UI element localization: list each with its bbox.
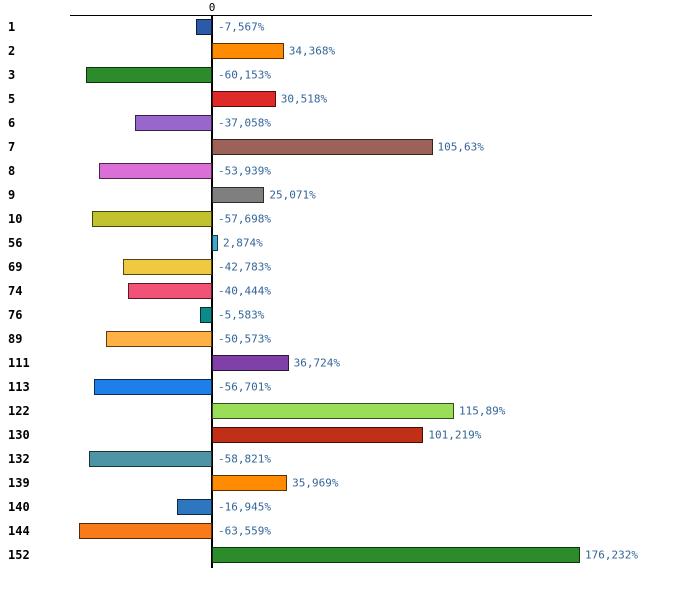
bar bbox=[196, 19, 212, 35]
category-label: 3 bbox=[8, 68, 16, 82]
category-label: 144 bbox=[8, 524, 30, 538]
bar bbox=[212, 547, 580, 563]
bar bbox=[212, 43, 284, 59]
value-label: -57,698% bbox=[218, 212, 271, 226]
bar bbox=[212, 91, 276, 107]
bar bbox=[212, 355, 289, 371]
value-label: -50,573% bbox=[218, 332, 271, 346]
value-label: -56,701% bbox=[218, 380, 271, 394]
category-label: 130 bbox=[8, 428, 30, 442]
bar bbox=[212, 475, 288, 491]
value-label: 35,969% bbox=[292, 476, 339, 490]
category-label: 89 bbox=[8, 332, 23, 346]
value-label: 105,63% bbox=[437, 140, 484, 154]
x-axis-zero-label: 0 bbox=[208, 1, 216, 14]
category-label: 8 bbox=[8, 164, 16, 178]
category-label: 2 bbox=[8, 44, 16, 58]
category-label: 111 bbox=[8, 356, 30, 370]
value-label: -16,945% bbox=[218, 500, 271, 514]
value-label: -58,821% bbox=[218, 452, 271, 466]
bar bbox=[91, 211, 212, 227]
bar bbox=[86, 67, 212, 83]
bar bbox=[99, 163, 212, 179]
value-label: -5,583% bbox=[218, 308, 265, 322]
value-label: -63,559% bbox=[218, 524, 271, 538]
value-label: 176,232% bbox=[584, 548, 638, 562]
category-label: 140 bbox=[8, 500, 30, 514]
value-label: 115,89% bbox=[458, 404, 506, 418]
category-label: 10 bbox=[8, 212, 23, 226]
bar bbox=[212, 235, 218, 251]
category-label: 152 bbox=[8, 548, 30, 562]
bar bbox=[89, 451, 212, 467]
category-label: 5 bbox=[8, 92, 16, 106]
category-label: 6 bbox=[8, 116, 16, 130]
bar bbox=[93, 379, 212, 395]
value-label: -37,058% bbox=[218, 116, 271, 130]
category-label: 113 bbox=[8, 380, 30, 394]
bar bbox=[134, 115, 212, 131]
bar bbox=[127, 283, 212, 299]
value-label: 101,219% bbox=[428, 428, 482, 442]
value-label: 25,071% bbox=[269, 188, 316, 202]
bar bbox=[212, 139, 433, 155]
category-label: 1 bbox=[8, 20, 16, 34]
category-label: 56 bbox=[8, 236, 23, 250]
category-label: 76 bbox=[8, 308, 23, 322]
value-label: 2,874% bbox=[223, 236, 263, 250]
bar bbox=[106, 331, 212, 347]
category-label: 122 bbox=[8, 404, 30, 418]
value-label: -42,783% bbox=[218, 260, 271, 274]
bar bbox=[200, 307, 212, 323]
bar bbox=[176, 499, 212, 515]
category-label: 7 bbox=[8, 140, 16, 154]
zero-baseline bbox=[211, 15, 213, 568]
bar bbox=[122, 259, 212, 275]
value-label: 30,518% bbox=[280, 92, 328, 106]
category-label: 139 bbox=[8, 476, 30, 490]
bar bbox=[212, 187, 265, 203]
bar bbox=[79, 523, 212, 539]
value-label: -7,567% bbox=[218, 20, 265, 34]
x-axis-line bbox=[70, 15, 592, 16]
value-label: -53,939% bbox=[218, 164, 271, 178]
value-label: 36,724% bbox=[293, 356, 341, 370]
value-label: -60,153% bbox=[218, 68, 271, 82]
category-label: 74 bbox=[8, 284, 23, 298]
bar bbox=[212, 427, 424, 443]
category-label: 9 bbox=[8, 188, 16, 202]
category-label: 132 bbox=[8, 452, 30, 466]
bar bbox=[212, 403, 454, 419]
value-label: 34,368% bbox=[288, 44, 336, 58]
category-label: 69 bbox=[8, 260, 23, 274]
value-label: -40,444% bbox=[218, 284, 271, 298]
